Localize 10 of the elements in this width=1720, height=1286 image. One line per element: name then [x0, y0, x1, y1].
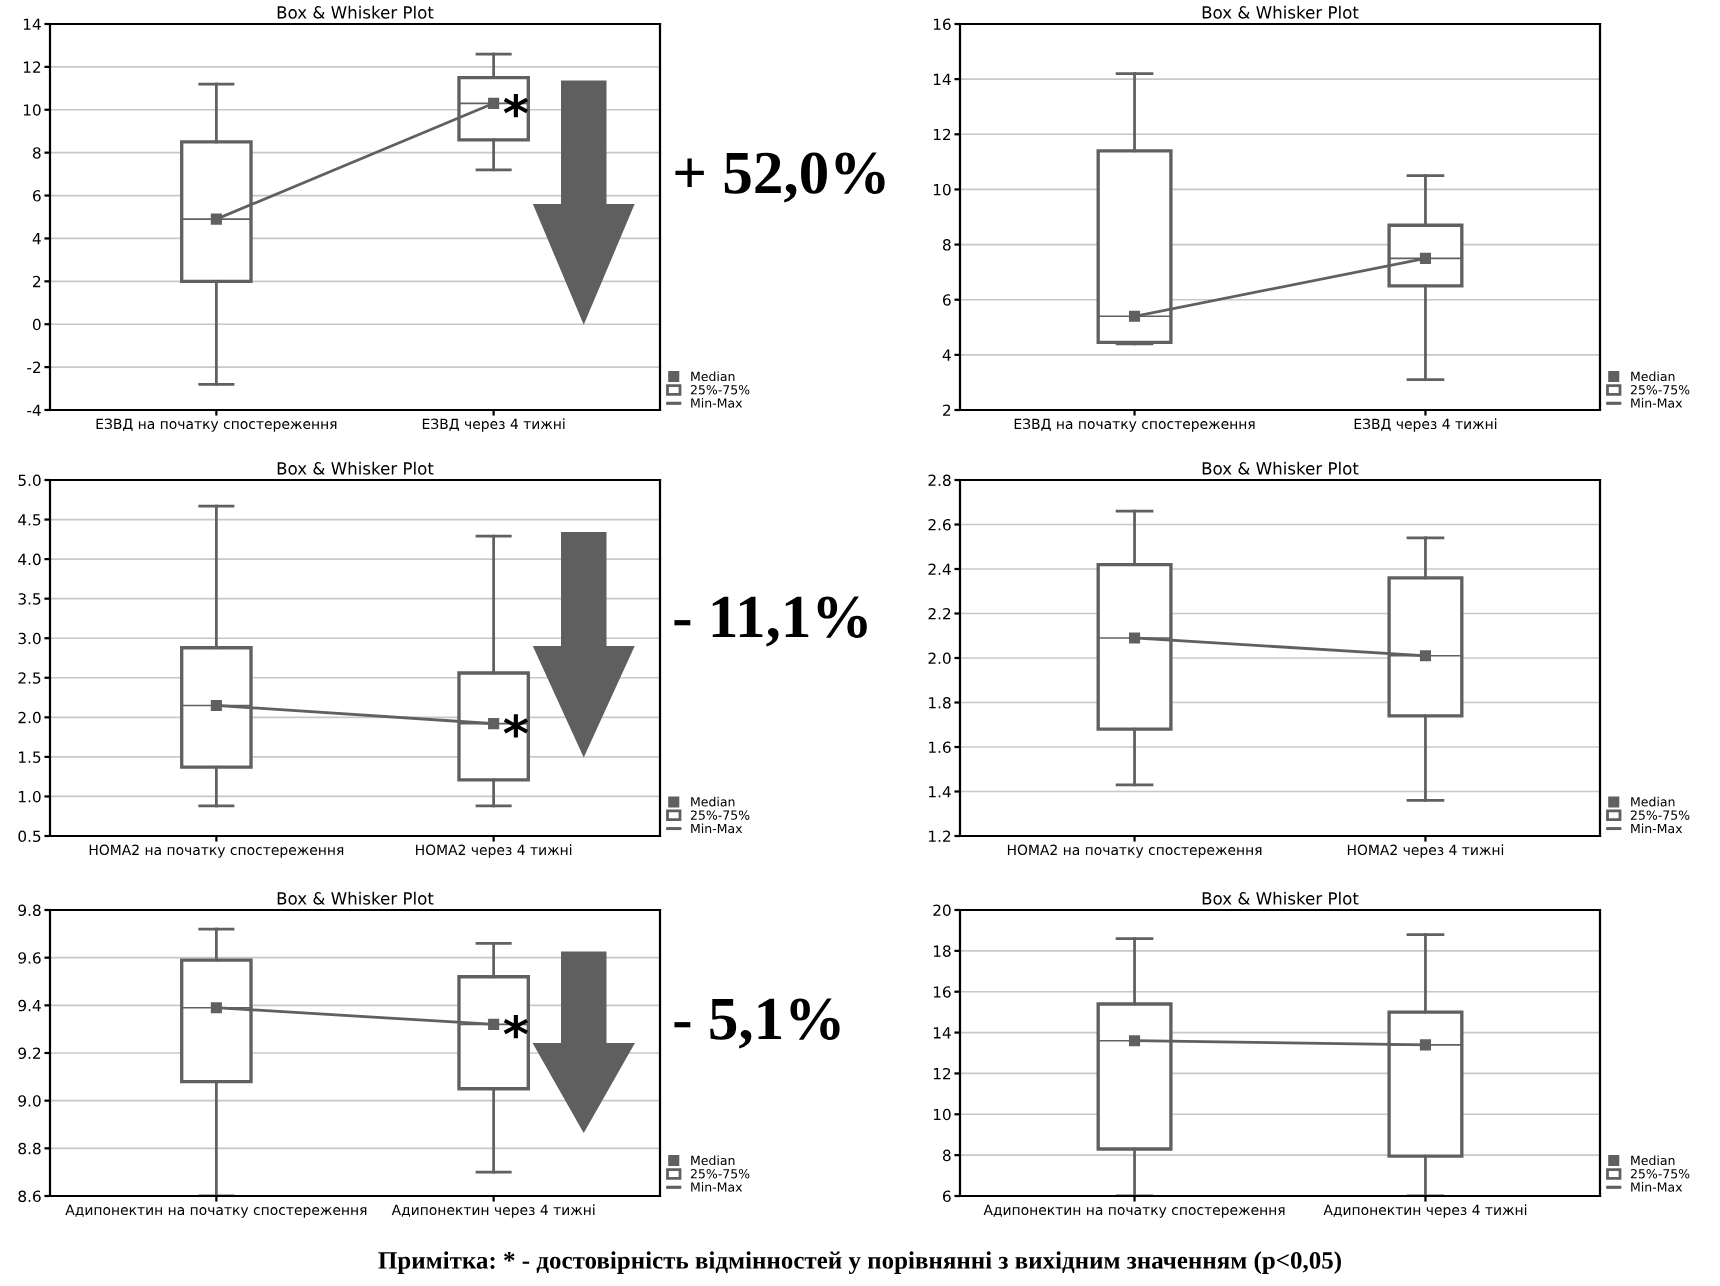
chart-title: Box & Whisker Plot: [1202, 461, 1359, 475]
text: - 5,1%: [674, 998, 840, 1049]
text: - 11,1%: [674, 596, 867, 647]
chart-title: Box & Whisker Plot: [1202, 891, 1359, 905]
chart-title: Box & Whisker Plot: [277, 461, 434, 475]
chart-title: Box & Whisker Plot: [1202, 5, 1359, 19]
text: + 52,0%: [675, 152, 885, 203]
text: Примітка: * - достовірність відмінностей у порівнянні з вихідним значенням (p<0,05): [378, 1251, 1341, 1274]
chart-title: Box & Whisker Plot: [277, 5, 434, 19]
chart-title: Box & Whisker Plot: [277, 891, 434, 905]
